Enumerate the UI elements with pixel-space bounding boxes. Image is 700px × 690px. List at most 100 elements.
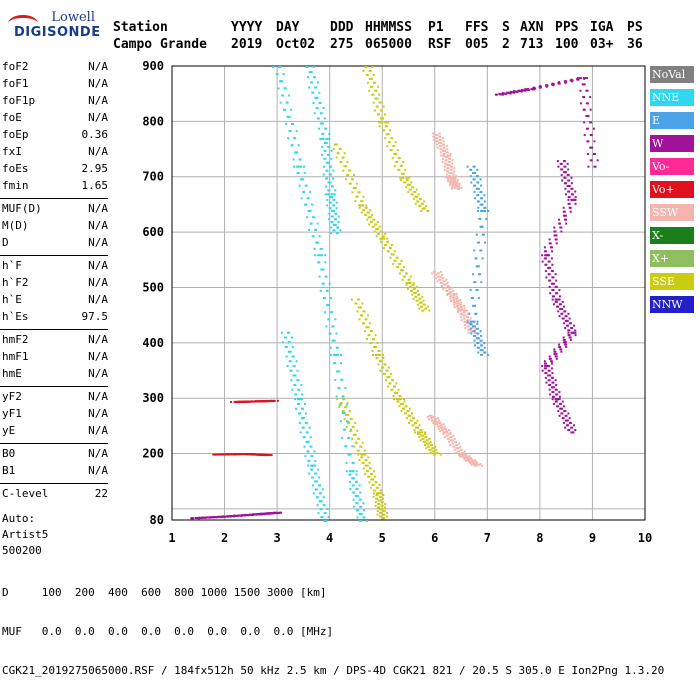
trace-point-ssw	[448, 440, 451, 443]
param-value: N/A	[88, 424, 108, 437]
trace-point-w	[554, 273, 557, 276]
trace-point-sse	[353, 173, 356, 176]
trace-point-sse	[431, 444, 434, 447]
trace-point-es	[233, 514, 236, 517]
trace-point-nne	[336, 353, 339, 356]
trace-point-w	[557, 410, 560, 413]
trace-point-sse	[428, 445, 431, 448]
trace-point-sse	[439, 453, 442, 456]
trace-point-nne	[304, 412, 307, 415]
trace-point-nne	[360, 520, 363, 522]
trace-point-e	[480, 281, 483, 284]
trace-point-sse	[344, 178, 347, 181]
trace-point-w	[590, 121, 593, 124]
trace-point-nne	[326, 169, 329, 172]
trace-point-nne	[317, 117, 320, 120]
trace-point-nne	[345, 470, 348, 473]
trace-point-ssw	[476, 462, 479, 465]
trace-point-ssw	[453, 181, 456, 184]
trace-point-sse	[402, 398, 405, 401]
trace-point-sse	[379, 101, 382, 104]
trace-point-w	[550, 367, 553, 370]
header-value: 275	[330, 37, 354, 52]
trace-point-w	[568, 417, 571, 420]
trace-point-ssw	[468, 322, 471, 325]
trace-point-nne	[329, 201, 332, 204]
trace-point-sse	[376, 510, 379, 513]
trace-point-sse	[406, 179, 409, 182]
trace-point-w	[550, 257, 553, 260]
trace-point-w	[544, 257, 547, 260]
trace-point-sse	[358, 206, 361, 209]
trace-point-nne	[280, 331, 283, 334]
trace-point-nne	[319, 137, 322, 140]
trace-point-nne	[333, 198, 336, 201]
trace-point-sse	[374, 501, 377, 504]
header-value: RSF	[428, 37, 452, 52]
trace-point-nne	[319, 289, 322, 292]
trace-point-ssw	[458, 442, 461, 445]
trace-point-ssw	[467, 331, 470, 334]
param-value: 0.36	[81, 128, 109, 141]
trace-point-sse	[365, 318, 368, 321]
trace-point-ssw	[454, 187, 457, 190]
trace-point-ssw	[446, 293, 449, 295]
trace-point-w	[574, 198, 577, 201]
legend-item-nnw: NNW	[650, 296, 694, 313]
param-key: foF1p	[2, 94, 36, 107]
trace-point-sse	[400, 410, 403, 413]
footer: D 100 200 400 600 800 1000 1500 3000 [km…	[2, 560, 664, 690]
trace-point-e	[472, 273, 475, 276]
trace-point-nne	[316, 96, 319, 99]
trace-point-nne	[305, 184, 308, 187]
trace-point-ssw	[439, 151, 442, 154]
trace-point-sse	[369, 69, 372, 72]
trace-point-sse	[428, 309, 431, 312]
trace-point-ssw	[474, 331, 477, 334]
trace-point-nne	[353, 491, 356, 494]
trace-point-ssw	[468, 455, 471, 458]
trace-point-sse	[412, 281, 415, 284]
trace-point-sse	[360, 314, 363, 317]
trace-point-sse	[393, 145, 396, 148]
trace-point-sse	[392, 253, 395, 256]
trace-point-nne	[355, 470, 358, 473]
trace-point-e	[476, 323, 479, 326]
trace-point-nne	[301, 398, 304, 401]
trace-point-ssw	[447, 154, 450, 157]
trace-point-ssw	[445, 159, 448, 162]
trace-point-sse	[364, 453, 367, 456]
trace-point-sse	[436, 451, 439, 454]
trace-point-nne	[336, 232, 339, 235]
trace-point-ssw	[455, 440, 458, 443]
trace-point-sse	[367, 211, 370, 214]
trace-point-ssw	[449, 288, 452, 291]
trace-point-es	[258, 512, 261, 515]
param-row: B1 N/A	[2, 464, 108, 481]
trace-point-e	[470, 332, 473, 335]
trace-point-sse	[429, 451, 432, 454]
trace-point-w	[545, 381, 548, 384]
trace-point-sse	[375, 89, 378, 92]
trace-point-w	[552, 391, 555, 394]
trace-point-ssw	[464, 320, 467, 323]
trace-point-e	[474, 344, 477, 347]
trace-point-sse	[416, 303, 419, 306]
trace-point-sse	[409, 188, 412, 191]
trace-point-sse	[418, 432, 421, 435]
trace-point-e	[483, 346, 486, 349]
trace-point-es	[237, 400, 240, 403]
trace-point-e	[473, 339, 476, 342]
trace-point-sse	[364, 472, 367, 475]
trace-point-nne	[288, 94, 291, 97]
trace-point-ssw	[453, 294, 456, 297]
trace-point-sse	[382, 357, 385, 360]
trace-point-es	[221, 453, 224, 456]
trace-point-sse	[418, 436, 421, 439]
trace-point-ssw	[448, 164, 451, 167]
trace-point-sse	[368, 481, 371, 484]
trace-point-sse	[420, 429, 423, 432]
trace-point-sse	[411, 293, 414, 296]
trace-point-ssw	[436, 420, 439, 423]
trace-point-w	[571, 187, 574, 190]
